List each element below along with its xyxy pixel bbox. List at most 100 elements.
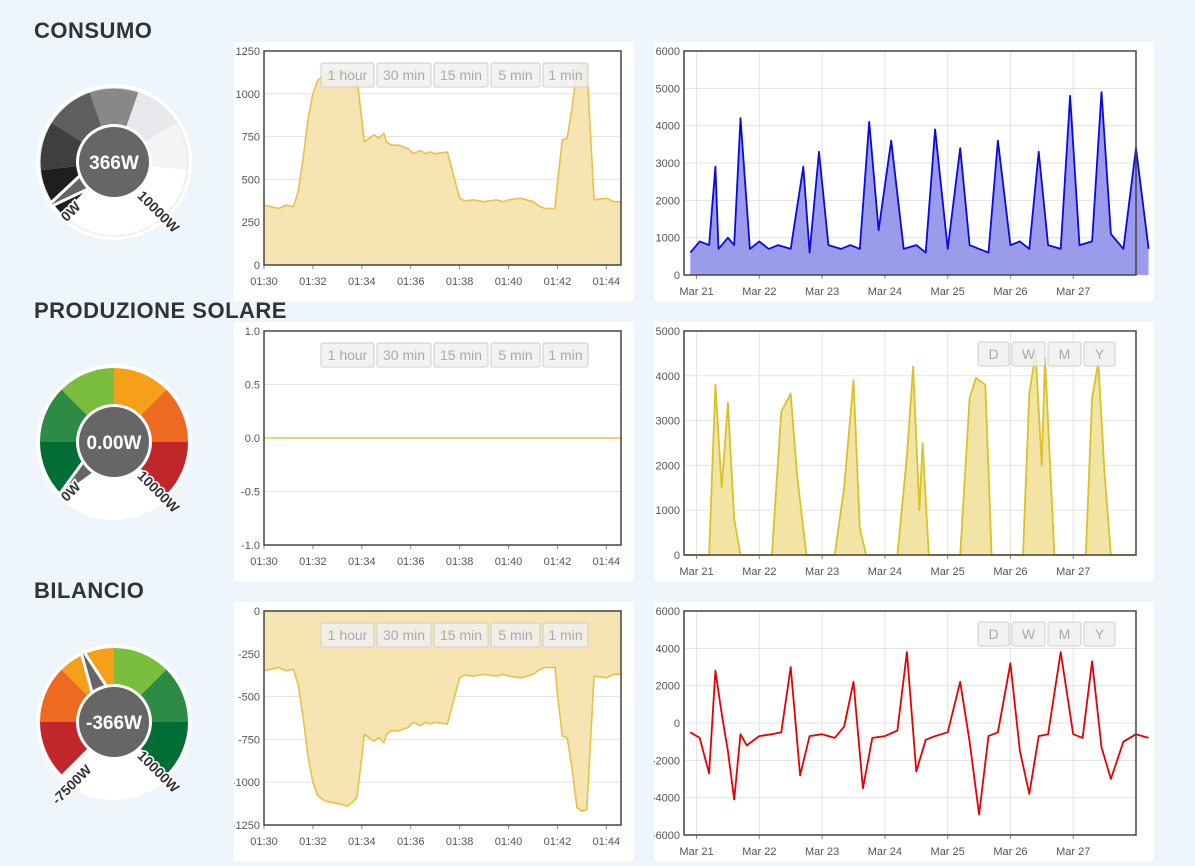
y-tick-label: -6000 bbox=[654, 830, 680, 842]
y-tick-label: 2000 bbox=[656, 195, 680, 207]
y-tick-label: 0 bbox=[674, 718, 680, 730]
x-tick-label: Mar 27 bbox=[1056, 846, 1090, 858]
x-tick-label: 01:30 bbox=[250, 276, 278, 288]
x-tick-label: 01:36 bbox=[397, 276, 425, 288]
x-tick-label: Mar 21 bbox=[679, 846, 713, 858]
range-button-1-min[interactable]: 1 min bbox=[542, 62, 589, 88]
series-line bbox=[263, 63, 621, 210]
x-tick-label: 01:32 bbox=[299, 276, 327, 288]
plot-border bbox=[263, 610, 622, 826]
y-tick-label: 6000 bbox=[656, 606, 680, 618]
gauge-hub bbox=[79, 407, 149, 477]
gauge-hub bbox=[79, 687, 149, 757]
range-button-label: D bbox=[988, 626, 998, 642]
y-tick-label: -0.5 bbox=[241, 487, 260, 499]
x-tick-label: 01:32 bbox=[299, 836, 327, 848]
range-button-15-min[interactable]: 15 min bbox=[433, 342, 489, 368]
range-button-15-min[interactable]: 15 min bbox=[433, 622, 489, 648]
x-tick-label: 01:42 bbox=[544, 836, 572, 848]
x-tick-label: 01:44 bbox=[593, 556, 621, 568]
range-button-M[interactable]: M bbox=[1047, 341, 1082, 367]
y-tick-label: -2000 bbox=[654, 755, 680, 767]
range-button-label: 1 hour bbox=[328, 67, 368, 83]
x-tick-label: 01:44 bbox=[593, 276, 621, 288]
range-button-5-min[interactable]: 5 min bbox=[490, 62, 541, 88]
range-button-W[interactable]: W bbox=[1011, 341, 1046, 367]
range-button-label: Y bbox=[1095, 346, 1105, 362]
y-tick-label: 1250 bbox=[236, 46, 260, 58]
x-tick-label: Mar 21 bbox=[679, 286, 713, 298]
y-tick-label: 0 bbox=[674, 270, 680, 282]
y-tick-label: 3000 bbox=[656, 416, 680, 428]
x-tick-label: Mar 22 bbox=[742, 286, 776, 298]
range-button-W[interactable]: W bbox=[1011, 621, 1046, 647]
y-tick-label: 250 bbox=[242, 217, 260, 229]
range-button-label: D bbox=[988, 346, 998, 362]
range-button-label: 15 min bbox=[440, 347, 482, 363]
gauge-value: 366W bbox=[89, 153, 139, 174]
y-tick-label: 2000 bbox=[656, 681, 680, 693]
series-line bbox=[689, 91, 1150, 254]
range-button-30-min[interactable]: 30 min bbox=[376, 622, 432, 648]
x-tick-label: Mar 25 bbox=[931, 846, 965, 858]
range-button-Y[interactable]: Y bbox=[1083, 621, 1116, 647]
range-button-30-min[interactable]: 30 min bbox=[376, 342, 432, 368]
x-tick-label: 01:42 bbox=[544, 556, 572, 568]
x-tick-label: 01:34 bbox=[348, 556, 376, 568]
range-button-label: Y bbox=[1095, 626, 1105, 642]
x-tick-label: Mar 22 bbox=[742, 566, 776, 578]
range-button-label: M bbox=[1059, 626, 1071, 642]
y-tick-label: 0 bbox=[254, 260, 260, 272]
range-button-Y[interactable]: Y bbox=[1083, 341, 1116, 367]
x-tick-label: Mar 27 bbox=[1056, 566, 1090, 578]
x-tick-label: 01:38 bbox=[446, 556, 474, 568]
y-tick-label: 1000 bbox=[656, 505, 680, 517]
range-button-1-hour[interactable]: 1 hour bbox=[320, 342, 375, 368]
chart-consumo-live: 0 250 500 750 1000 1250 01:30 01:32 01:34 01:36 01… bbox=[234, 42, 634, 301]
range-button-1-min[interactable]: 1 min bbox=[542, 342, 589, 368]
series-line bbox=[689, 651, 1149, 816]
series-line bbox=[263, 666, 621, 813]
x-tick-label: Mar 21 bbox=[679, 566, 713, 578]
x-tick-label: Mar 23 bbox=[805, 566, 839, 578]
range-button-D[interactable]: D bbox=[977, 341, 1010, 367]
gauge-hub bbox=[79, 127, 149, 197]
x-tick-label: 01:40 bbox=[495, 556, 523, 568]
range-button-5-min[interactable]: 5 min bbox=[490, 622, 541, 648]
x-tick-label: 01:30 bbox=[250, 836, 278, 848]
range-button-label: W bbox=[1022, 346, 1036, 362]
x-tick-label: Mar 22 bbox=[742, 846, 776, 858]
x-tick-label: Mar 25 bbox=[931, 286, 965, 298]
range-button-label: 30 min bbox=[383, 347, 425, 363]
range-button-1-hour[interactable]: 1 hour bbox=[320, 622, 375, 648]
plot-border bbox=[683, 330, 1137, 556]
plot-border bbox=[263, 330, 622, 546]
range-button-label: 1 min bbox=[548, 347, 582, 363]
x-tick-label: 01:34 bbox=[348, 276, 376, 288]
range-button-1-min[interactable]: 1 min bbox=[542, 622, 589, 648]
x-tick-label: 01:36 bbox=[397, 556, 425, 568]
x-tick-label: 01:38 bbox=[446, 836, 474, 848]
plot-border bbox=[263, 50, 622, 266]
range-button-1-hour[interactable]: 1 hour bbox=[320, 62, 375, 88]
y-tick-label: 500 bbox=[242, 174, 260, 186]
y-tick-label: 0 bbox=[674, 550, 680, 562]
chart-solare-live: -1.0 -0.5 0.0 0.5 1.0 01:30 01:32 01:34 01:36 01:… bbox=[234, 322, 634, 581]
range-button-5-min[interactable]: 5 min bbox=[490, 342, 541, 368]
range-button-15-min[interactable]: 15 min bbox=[433, 62, 489, 88]
range-button-D[interactable]: D bbox=[977, 621, 1010, 647]
range-button-30-min[interactable]: 30 min bbox=[376, 62, 432, 88]
y-tick-label: -1250 bbox=[234, 820, 260, 832]
range-button-M[interactable]: M bbox=[1047, 621, 1082, 647]
y-tick-label: -1.0 bbox=[241, 540, 260, 552]
y-tick-label: -250 bbox=[238, 649, 260, 661]
range-button-label: 30 min bbox=[383, 67, 425, 83]
chart-bilancio-history: -6000 -4000 -2000 0 2000 4000 6000 Mar 21 Mar 22… bbox=[652, 602, 1154, 861]
x-tick-label: 01:34 bbox=[348, 836, 376, 848]
y-tick-label: -4000 bbox=[654, 793, 680, 805]
gauge-consumo: 366W 0W 10000W bbox=[30, 78, 205, 248]
y-tick-label: 5000 bbox=[656, 326, 680, 338]
range-button-label: W bbox=[1022, 626, 1036, 642]
range-button-label: 5 min bbox=[498, 67, 532, 83]
y-tick-label: 1000 bbox=[236, 89, 260, 101]
